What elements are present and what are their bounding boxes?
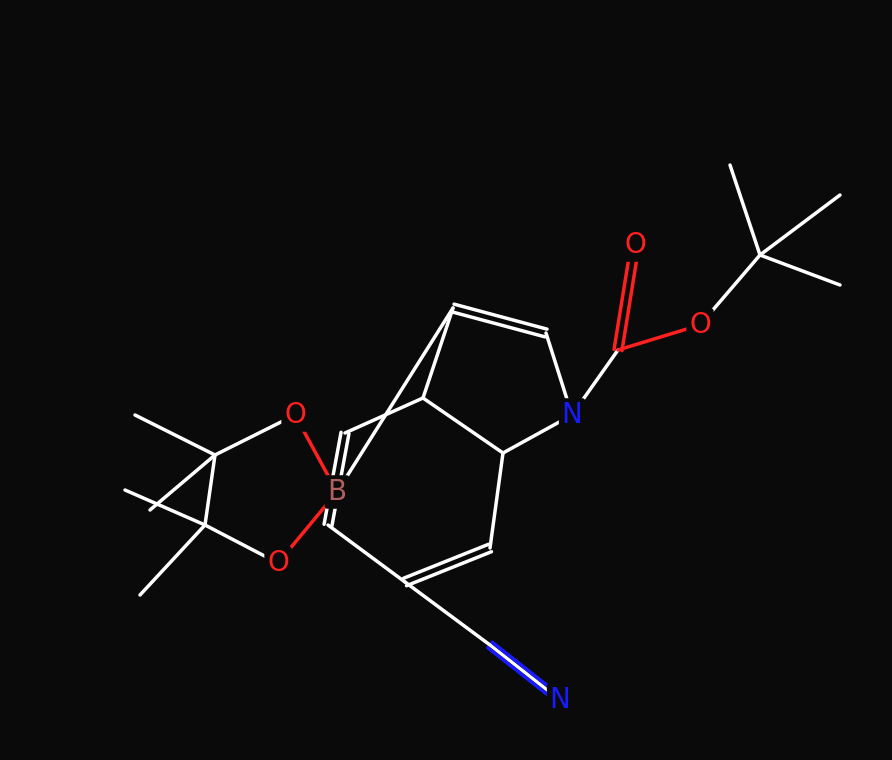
Text: B: B [327,478,347,506]
Text: O: O [267,549,289,577]
Text: O: O [624,231,646,259]
Text: O: O [285,401,306,429]
Text: O: O [690,311,711,339]
Text: N: N [562,401,582,429]
Text: N: N [549,686,570,714]
